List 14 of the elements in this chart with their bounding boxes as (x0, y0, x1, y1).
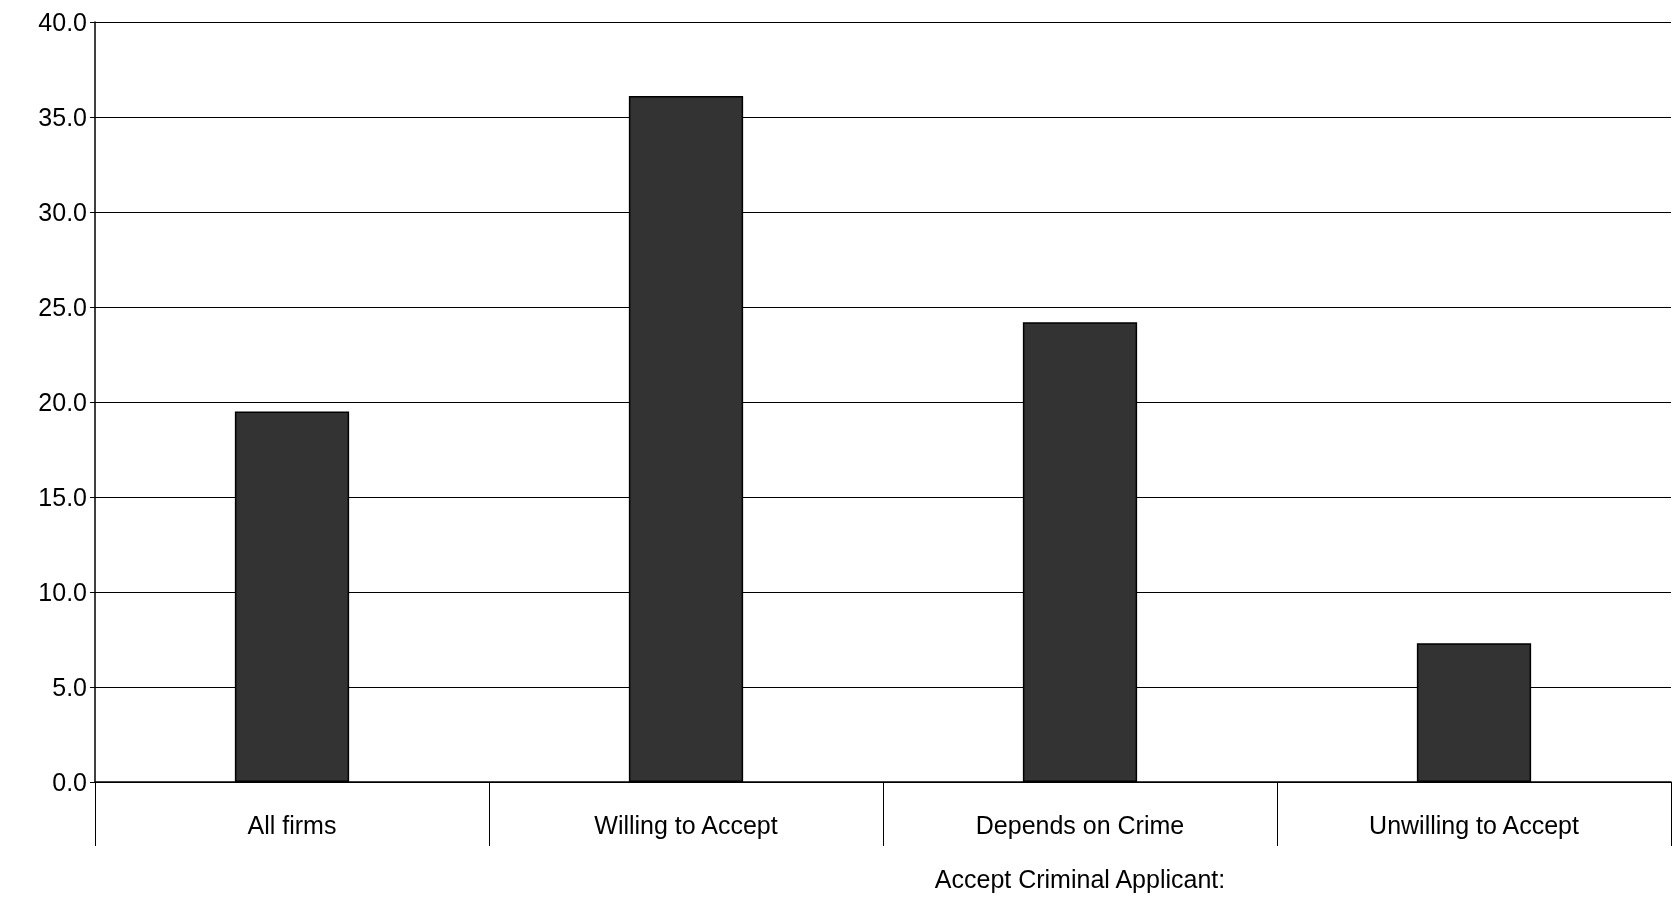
y-tick-label: 20.0 (38, 388, 87, 416)
text: Accept Criminal Applicant: (934, 864, 1226, 893)
x-tick-label: Willing to Accept (594, 810, 778, 839)
y-tick-label: 15.0 (38, 483, 87, 511)
y-tick-label: 40.0 (38, 8, 87, 36)
y-tick-label: 10.0 (38, 578, 87, 606)
y-tick-label: 25.0 (38, 293, 87, 321)
x-tick-label: All firms (247, 810, 337, 839)
y-tick-label: 30.0 (38, 198, 87, 226)
y-tick-label: 5.0 (52, 673, 87, 701)
x-tick-label: Unwilling to Accept (1369, 810, 1579, 839)
y-tick-label: 0.0 (52, 768, 87, 796)
y-tick-label: 35.0 (38, 103, 87, 131)
x-tick-label: Depends on Crime (975, 810, 1185, 839)
